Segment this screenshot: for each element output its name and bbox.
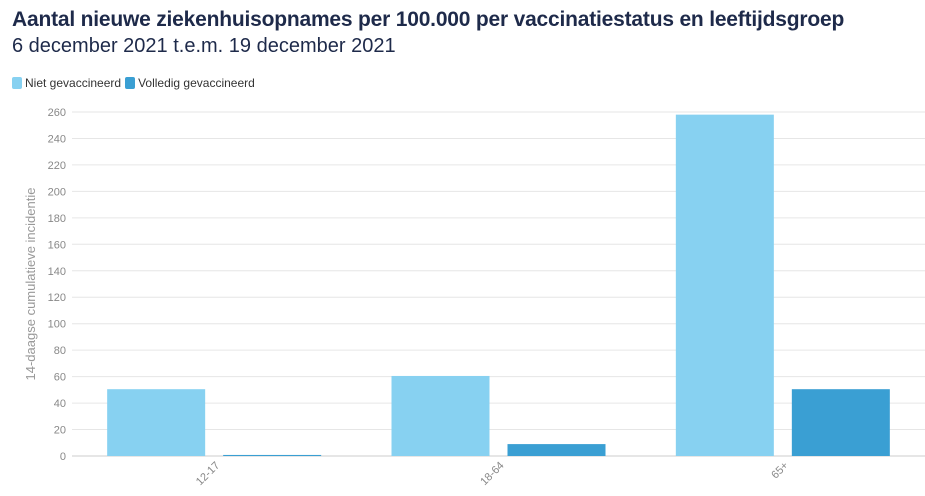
y-tick-label: 200 <box>48 186 66 198</box>
y-axis-ticks: 0 20 40 60 80 100 120 140 160 180 200 220 240 260 <box>48 107 66 463</box>
y-tick-label: 120 <box>48 292 66 304</box>
bar-65+-volledig-gevaccineerd[interactable] <box>791 389 890 456</box>
bars <box>107 114 890 457</box>
legend-item-volledig-gevaccineerd[interactable]: Volledig gevaccineerd <box>125 76 255 90</box>
legend: Niet gevaccineerd Volledig gevaccineerd <box>12 76 259 90</box>
y-tick-label: 100 <box>48 319 66 331</box>
y-tick-label: 140 <box>48 266 66 278</box>
grid-lines <box>72 111 925 457</box>
y-tick-label: 220 <box>48 160 66 172</box>
bar-12-17-volledig-gevaccineerd[interactable] <box>223 454 322 456</box>
x-tick-label: 12-17 <box>194 460 222 488</box>
bar-18-64-volledig-gevaccineerd[interactable] <box>507 444 606 456</box>
chart-title: Aantal nieuwe ziekenhuisopnames per 100.… <box>12 8 845 31</box>
x-tick-label: 65+ <box>769 460 791 482</box>
legend-label: Volledig gevaccineerd <box>138 76 255 90</box>
y-tick-label: 180 <box>48 213 66 225</box>
y-tick-label: 0 <box>60 451 66 463</box>
chart-subtitle: 6 december 2021 t.e.m. 19 december 2021 <box>12 35 396 57</box>
x-axis-ticks: 12-17 18-64 65+ <box>194 460 791 488</box>
y-tick-label: 240 <box>48 133 66 145</box>
x-tick-label: 18-64 <box>478 460 506 488</box>
y-tick-label: 160 <box>48 239 66 251</box>
bar-65+-niet-gevaccineerd[interactable] <box>675 114 774 457</box>
y-axis-title: 14-daagse cumulatieve incidentie <box>23 188 38 381</box>
legend-item-niet-gevaccineerd[interactable]: Niet gevaccineerd <box>12 76 121 90</box>
bar-18-64-niet-gevaccineerd[interactable] <box>391 375 490 456</box>
y-tick-label: 60 <box>54 372 66 384</box>
bar-12-17-niet-gevaccineerd[interactable] <box>107 389 206 456</box>
y-tick-label: 40 <box>54 398 66 410</box>
y-tick-label: 80 <box>54 345 66 357</box>
legend-label: Niet gevaccineerd <box>25 76 122 90</box>
legend-swatch <box>12 77 22 89</box>
legend-swatch <box>125 77 136 89</box>
y-tick-label: 260 <box>48 107 66 119</box>
y-tick-label: 20 <box>54 425 66 437</box>
